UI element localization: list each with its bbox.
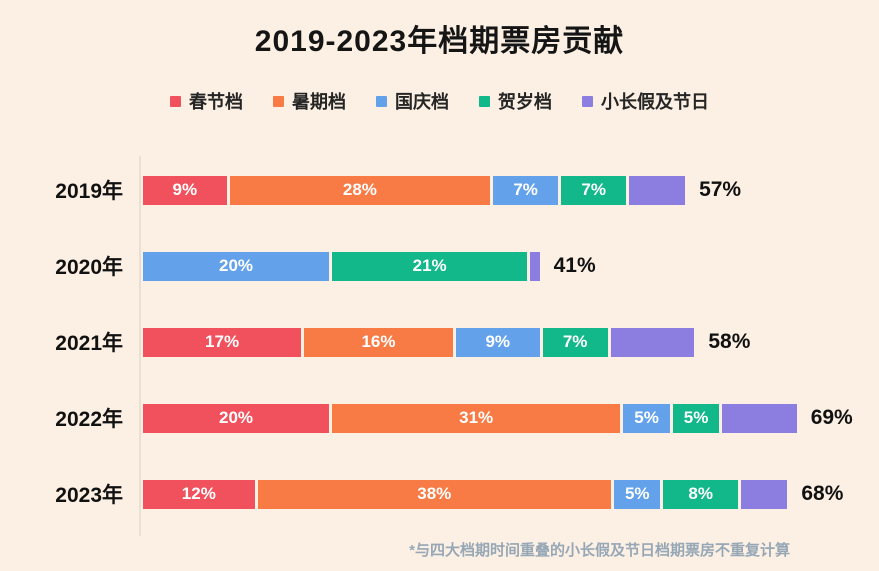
bar-row-2020年: 2020年 20% 21% 41% xyxy=(0,228,879,304)
bar-segment-春节档: 17% xyxy=(143,327,302,357)
bar-segment-小长假及节日 xyxy=(722,403,797,433)
legend-item-2: 国庆档 xyxy=(376,88,449,114)
year-label: 2020年 xyxy=(55,256,123,279)
bar-segment-春节档: 9% xyxy=(143,175,227,205)
bar-segment-贺岁档: 21% xyxy=(332,251,528,281)
legend-label: 春节档 xyxy=(189,92,243,112)
bar-segment-春节档: 20% xyxy=(143,403,329,433)
segment-value-label: 28% xyxy=(342,180,377,199)
segment-value-label: 17% xyxy=(205,332,240,351)
legend: 春节档 暑期档 国庆档 贺岁档 小长假及节日 xyxy=(0,90,879,112)
segment-value-label: 21% xyxy=(412,256,447,275)
segment-value-label: 12% xyxy=(181,484,216,503)
y-axis-line xyxy=(139,156,141,536)
bar-chart: 2019年 9% 28% 7% 7% 57% 2020年 20% 21% 41% 2021年 17% 1… xyxy=(0,152,879,536)
year-label: 2019年 xyxy=(55,180,123,203)
bar-segment-国庆档: 7% xyxy=(493,175,559,205)
legend-swatch-icon xyxy=(170,95,181,107)
chart-page: { "title": "2019-2023年档期票房贡献", "footnote… xyxy=(0,16,879,571)
bar-segment-小长假及节日 xyxy=(740,479,788,509)
segment-value-label: 16% xyxy=(361,332,396,351)
bar-segment-小长假及节日 xyxy=(530,251,540,281)
bar-segment-贺岁档: 7% xyxy=(561,175,627,205)
segment-value-label: 5% xyxy=(634,408,659,427)
bar-row-2021年: 2021年 17% 16% 9% 7% 58% xyxy=(0,304,879,380)
legend-item-0: 春节档 xyxy=(170,88,243,114)
total-label: 58% xyxy=(708,330,751,353)
legend-label: 暑期档 xyxy=(292,92,346,112)
legend-swatch-icon xyxy=(582,95,593,107)
bar-row-2019年: 2019年 9% 28% 7% 7% 57% xyxy=(0,152,879,228)
legend-item-3: 贺岁档 xyxy=(479,88,552,114)
segment-value-label: 9% xyxy=(485,332,511,351)
year-label: 2022年 xyxy=(55,408,123,431)
total-label: 57% xyxy=(699,178,742,201)
bar-row-2022年: 2022年 20% 31% 5% 5% 69% xyxy=(0,380,879,456)
year-label: 2021年 xyxy=(55,332,123,355)
segment-value-label: 5% xyxy=(683,408,709,427)
stacked-bar: 12% 38% 5% 8% xyxy=(143,479,788,509)
segment-value-label: 7% xyxy=(513,180,538,199)
segment-value-label: 9% xyxy=(172,180,198,199)
bar-segment-国庆档: 9% xyxy=(455,327,540,357)
bar-segment-暑期档: 31% xyxy=(332,403,621,433)
stacked-bar: 17% 16% 9% 7% xyxy=(143,327,695,357)
segment-value-label: 38% xyxy=(417,484,452,503)
bar-segment-暑期档: 38% xyxy=(257,479,611,509)
segment-value-label: 20% xyxy=(218,256,254,275)
total-label: 69% xyxy=(810,406,853,429)
stacked-bar: 20% 31% 5% 5% xyxy=(143,403,797,433)
bar-segment-国庆档: 20% xyxy=(143,251,329,281)
legend-swatch-icon xyxy=(376,95,387,107)
bar-segment-暑期档: 28% xyxy=(229,175,491,205)
legend-swatch-icon xyxy=(273,95,284,107)
segment-value-label: 20% xyxy=(218,408,254,427)
bar-segment-暑期档: 16% xyxy=(304,327,453,357)
year-label: 2023年 xyxy=(55,484,123,507)
total-label: 41% xyxy=(553,254,596,277)
stacked-bar: 9% 28% 7% 7% xyxy=(143,175,686,205)
bar-segment-贺岁档: 5% xyxy=(672,403,720,433)
bar-segment-春节档: 12% xyxy=(143,479,255,509)
segment-value-label: 8% xyxy=(688,484,713,503)
bar-segment-国庆档: 5% xyxy=(613,479,661,509)
stacked-bar: 20% 21% xyxy=(143,251,540,281)
legend-label: 国庆档 xyxy=(395,92,449,112)
segment-value-label: 7% xyxy=(581,180,606,199)
segment-value-label: 5% xyxy=(624,484,650,503)
bar-segment-国庆档: 5% xyxy=(623,403,670,433)
legend-label: 小长假及节日 xyxy=(601,92,709,112)
legend-swatch-icon xyxy=(479,95,490,107)
segment-value-label: 7% xyxy=(562,332,588,351)
bar-row-2023年: 2023年 12% 38% 5% 8% 68% xyxy=(0,456,879,532)
segment-value-label: 31% xyxy=(459,408,494,427)
chart-title: 2019-2023年档期票房贡献 xyxy=(254,25,625,58)
bar-segment-小长假及节日 xyxy=(629,175,686,205)
bar-segment-贺岁档: 8% xyxy=(663,479,738,509)
bar-segment-小长假及节日 xyxy=(610,327,695,357)
legend-label: 贺岁档 xyxy=(498,92,552,112)
total-label: 68% xyxy=(801,482,844,505)
footnote: *与四大档期时间重叠的小长假及节日档期票房不重复计算 xyxy=(409,542,790,559)
legend-item-4: 小长假及节日 xyxy=(582,88,709,114)
legend-item-1: 暑期档 xyxy=(273,88,346,114)
bar-segment-贺岁档: 7% xyxy=(542,327,608,357)
